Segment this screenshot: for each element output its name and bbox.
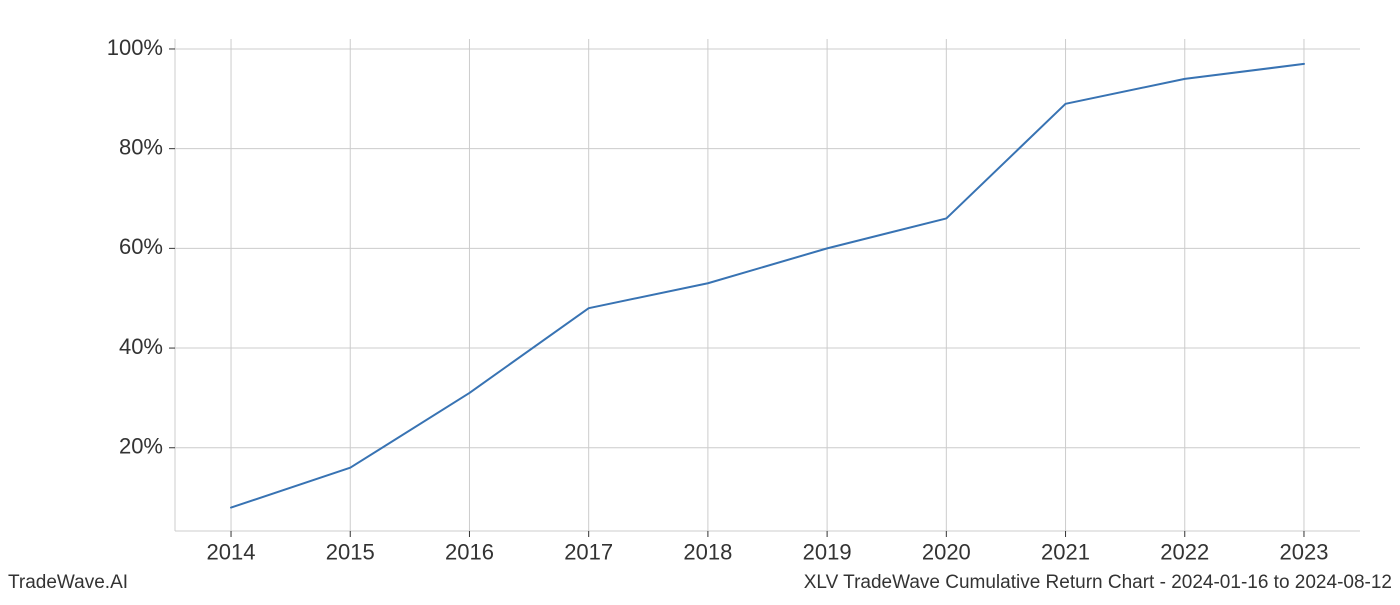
chart-container: 20% 40% 60% 80% 100% 2014 2015 2016 2017 2018 2019…	[0, 0, 1400, 600]
svg-text:2020: 2020	[922, 540, 971, 565]
svg-text:2019: 2019	[803, 540, 852, 565]
svg-text:2023: 2023	[1279, 540, 1328, 565]
footer-left-text: TradeWave.AI	[8, 572, 128, 594]
line-chart: 20% 40% 60% 80% 100% 2014 2015 2016 2017 2018 2019…	[0, 0, 1400, 600]
svg-text:2014: 2014	[207, 540, 256, 565]
svg-text:2015: 2015	[326, 540, 375, 565]
svg-text:2017: 2017	[564, 540, 613, 565]
footer-right-text: XLV TradeWave Cumulative Return Chart - …	[804, 572, 1392, 594]
svg-text:60%: 60%	[119, 234, 163, 259]
svg-text:100%: 100%	[107, 35, 163, 60]
svg-text:2021: 2021	[1041, 540, 1090, 565]
svg-text:40%: 40%	[119, 334, 163, 359]
svg-text:80%: 80%	[119, 134, 163, 159]
svg-text:2022: 2022	[1160, 540, 1209, 565]
svg-text:20%: 20%	[119, 434, 163, 459]
svg-text:2016: 2016	[445, 540, 494, 565]
svg-text:2018: 2018	[683, 540, 732, 565]
